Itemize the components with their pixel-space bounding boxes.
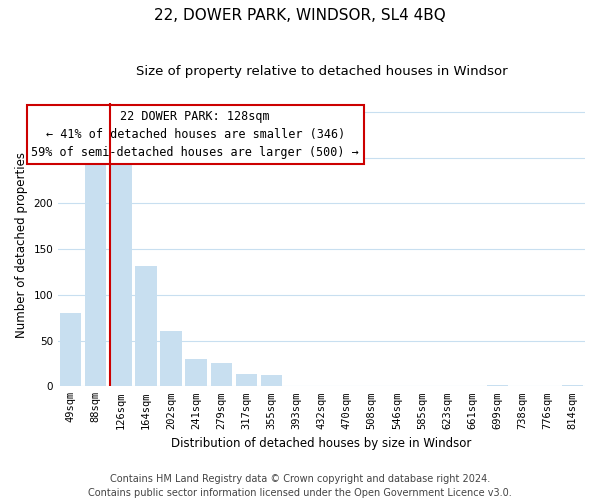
Text: 22 DOWER PARK: 128sqm
← 41% of detached houses are smaller (346)
59% of semi-det: 22 DOWER PARK: 128sqm ← 41% of detached … xyxy=(31,110,359,159)
Bar xyxy=(211,364,232,386)
Bar xyxy=(110,160,131,386)
Bar xyxy=(185,359,207,386)
Title: Size of property relative to detached houses in Windsor: Size of property relative to detached ho… xyxy=(136,65,508,78)
Bar xyxy=(60,313,82,386)
Bar xyxy=(85,158,106,386)
Bar xyxy=(261,376,282,386)
Bar xyxy=(136,266,157,386)
Text: 22, DOWER PARK, WINDSOR, SL4 4BQ: 22, DOWER PARK, WINDSOR, SL4 4BQ xyxy=(154,8,446,22)
Bar xyxy=(236,374,257,386)
Bar xyxy=(160,332,182,386)
Y-axis label: Number of detached properties: Number of detached properties xyxy=(15,152,28,338)
Text: Contains HM Land Registry data © Crown copyright and database right 2024.
Contai: Contains HM Land Registry data © Crown c… xyxy=(88,474,512,498)
X-axis label: Distribution of detached houses by size in Windsor: Distribution of detached houses by size … xyxy=(172,437,472,450)
